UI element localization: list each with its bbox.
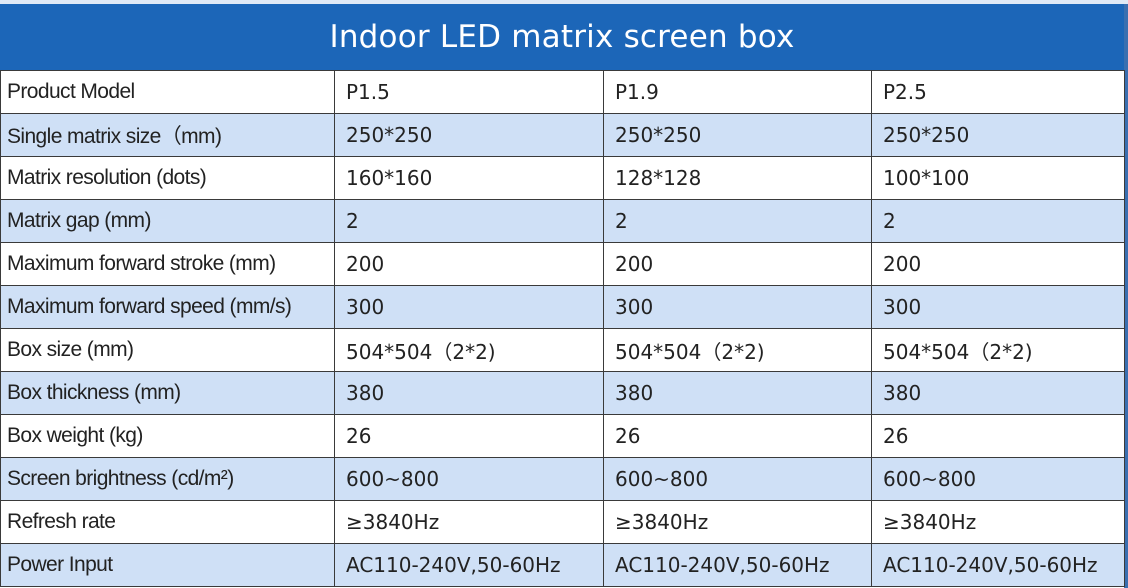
cell-p2-5: 100*100 [871, 156, 1125, 200]
cell-p1-9: 504*504（2*2) [603, 328, 872, 372]
cell-p2-5: AC110-240V,50-60Hz [871, 543, 1125, 587]
cell-p2-5: 380 [871, 371, 1125, 415]
cell-p2-5: 250*250 [871, 113, 1125, 157]
cell-p1-9: 200 [603, 242, 872, 286]
cell-p1-5: 2 [334, 199, 604, 243]
cell-p1-9: 250*250 [603, 113, 872, 157]
row-label: Screen brightness (cd/m²) [0, 457, 335, 501]
row-label: Box weight (kg) [0, 414, 335, 458]
cell-p1-5: 200 [334, 242, 604, 286]
cell-p1-5: 160*160 [334, 156, 604, 200]
cell-p1-9: 2 [603, 199, 872, 243]
row-label: Single matrix size（mm) [0, 113, 335, 157]
table-title: Indoor LED matrix screen box [0, 4, 1124, 70]
table-row: Maximum forward stroke (mm) 200 200 200 [0, 242, 1125, 286]
table-row: Matrix gap (mm) 2 2 2 [0, 199, 1125, 243]
row-label: Product Model [0, 70, 335, 114]
cell-p1-9: 600~800 [603, 457, 872, 501]
table-row: Matrix resolution (dots) 160*160 128*128… [0, 156, 1125, 200]
table-row: Box weight (kg) 26 26 26 [0, 414, 1125, 458]
row-label: Matrix gap (mm) [0, 199, 335, 243]
cell-p1-5: P1.5 [334, 70, 604, 114]
top-edge [0, 0, 1128, 4]
cell-p1-5: AC110-240V,50-60Hz [334, 543, 604, 587]
cell-p1-9: P1.9 [603, 70, 872, 114]
row-label: Maximum forward speed (mm/s) [0, 285, 335, 329]
cell-p1-9: 300 [603, 285, 872, 329]
cell-p2-5: 200 [871, 242, 1125, 286]
cell-p1-9: 128*128 [603, 156, 872, 200]
row-label: Box size (mm) [0, 328, 335, 372]
row-label: Power Input [0, 543, 335, 587]
cell-p1-5: 600~800 [334, 457, 604, 501]
row-label: Maximum forward stroke (mm) [0, 242, 335, 286]
cell-p1-5: 250*250 [334, 113, 604, 157]
spec-table: Product Model P1.5 P1.9 P2.5 Single matr… [0, 70, 1125, 587]
cell-p1-5: 504*504（2*2) [334, 328, 604, 372]
row-label: Refresh rate [0, 500, 335, 544]
cell-p1-5: 300 [334, 285, 604, 329]
table-row: Refresh rate ≥3840Hz ≥3840Hz ≥3840Hz [0, 500, 1125, 544]
cell-p1-9: 26 [603, 414, 872, 458]
cell-p1-5: 26 [334, 414, 604, 458]
cell-p2-5: 26 [871, 414, 1125, 458]
table-row: Product Model P1.5 P1.9 P2.5 [0, 70, 1125, 114]
table-row: Screen brightness (cd/m²) 600~800 600~80… [0, 457, 1125, 501]
cell-p2-5: ≥3840Hz [871, 500, 1125, 544]
table-row: Power Input AC110-240V,50-60Hz AC110-240… [0, 543, 1125, 587]
cell-p2-5: 300 [871, 285, 1125, 329]
cell-p2-5: 600~800 [871, 457, 1125, 501]
cell-p2-5: 2 [871, 199, 1125, 243]
cell-p1-5: 380 [334, 371, 604, 415]
cell-p1-9: 380 [603, 371, 872, 415]
table-row: Box size (mm) 504*504（2*2) 504*504（2*2) … [0, 328, 1125, 372]
cell-p2-5: P2.5 [871, 70, 1125, 114]
table-row: Box thickness (mm) 380 380 380 [0, 371, 1125, 415]
cell-p1-9: ≥3840Hz [603, 500, 872, 544]
row-label: Matrix resolution (dots) [0, 156, 335, 200]
table-row: Maximum forward speed (mm/s) 300 300 300 [0, 285, 1125, 329]
cell-p1-5: ≥3840Hz [334, 500, 604, 544]
row-label: Box thickness (mm) [0, 371, 335, 415]
cell-p2-5: 504*504（2*2) [871, 328, 1125, 372]
table-row: Single matrix size（mm) 250*250 250*250 2… [0, 113, 1125, 157]
cell-p1-9: AC110-240V,50-60Hz [603, 543, 872, 587]
